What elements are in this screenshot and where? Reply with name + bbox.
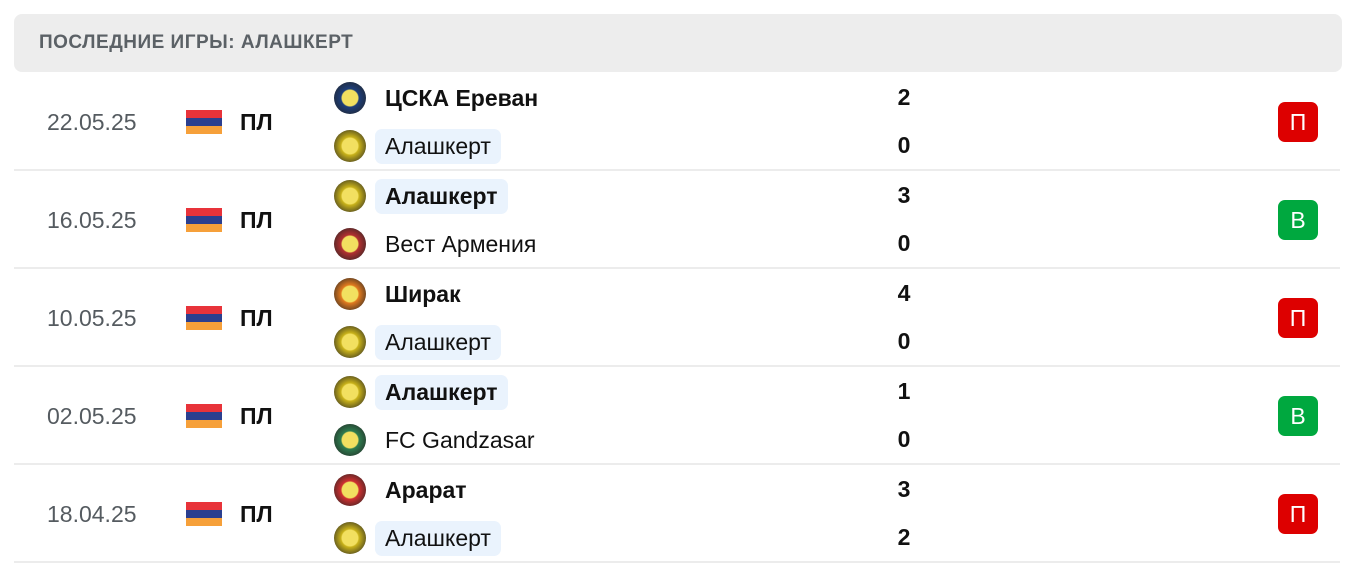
away-score: 0 bbox=[897, 328, 911, 354]
result-badge: П bbox=[1278, 494, 1318, 534]
team-logo-icon bbox=[334, 424, 366, 456]
match-date: 16.05.25 bbox=[47, 207, 137, 233]
competition[interactable]: ПЛ bbox=[240, 109, 273, 135]
team-name: ЦСКА Ереван bbox=[385, 84, 539, 111]
away-score: 2 bbox=[897, 524, 911, 550]
away-score: 0 bbox=[897, 426, 911, 452]
result-badge: П bbox=[1278, 298, 1318, 338]
team-logo-icon bbox=[334, 474, 366, 506]
home-score: 2 bbox=[897, 84, 911, 110]
competition[interactable]: ПЛ bbox=[240, 403, 273, 429]
away-score: 0 bbox=[897, 230, 911, 256]
team-name: Алашкерт bbox=[375, 324, 501, 360]
armenia-flag-icon bbox=[186, 306, 222, 330]
home-team: ЦСКА Ереван bbox=[334, 80, 548, 116]
home-team: Алашкерт bbox=[334, 178, 508, 214]
match-date: 22.05.25 bbox=[47, 109, 137, 135]
match-row[interactable]: 10.05.25 ПЛ Ширак 4 Алашкерт 0 П bbox=[14, 269, 1340, 367]
home-team: Ширак bbox=[334, 276, 471, 312]
result-badge: В bbox=[1278, 200, 1318, 240]
away-team: Алашкерт bbox=[334, 324, 501, 360]
team-logo-icon bbox=[334, 130, 366, 162]
home-score: 3 bbox=[897, 182, 911, 208]
armenia-flag-icon bbox=[186, 404, 222, 428]
team-logo-icon bbox=[334, 326, 366, 358]
home-score: 3 bbox=[897, 476, 911, 502]
match-date: 02.05.25 bbox=[47, 403, 137, 429]
home-team: Арарат bbox=[334, 472, 477, 508]
team-logo-icon bbox=[334, 82, 366, 114]
team-name: Вест Армения bbox=[385, 230, 537, 257]
team-logo-icon bbox=[334, 180, 366, 212]
away-team: Вест Армения bbox=[334, 226, 546, 262]
match-row[interactable]: 22.05.25 ПЛ ЦСКА Ереван 2 Алашкерт 0 П bbox=[14, 73, 1340, 171]
team-name: Алашкерт bbox=[375, 128, 501, 164]
team-name: Ширак bbox=[385, 280, 461, 307]
team-name: FC Gandzasar bbox=[385, 426, 535, 453]
team-logo-icon bbox=[334, 278, 366, 310]
competition[interactable]: ПЛ bbox=[240, 305, 273, 331]
result-badge: П bbox=[1278, 102, 1318, 142]
away-team: Алашкерт bbox=[334, 520, 501, 556]
match-row[interactable]: 16.05.25 ПЛ Алашкерт 3 Вест Армения 0 В bbox=[14, 171, 1340, 269]
armenia-flag-icon bbox=[186, 502, 222, 526]
section-title: ПОСЛЕДНИЕ ИГРЫ: АЛАШКЕРТ bbox=[39, 32, 354, 53]
away-team: Алашкерт bbox=[334, 128, 501, 164]
team-logo-icon bbox=[334, 522, 366, 554]
home-score: 1 bbox=[897, 378, 911, 404]
match-date: 10.05.25 bbox=[47, 305, 137, 331]
team-name: Алашкерт bbox=[375, 520, 501, 556]
armenia-flag-icon bbox=[186, 110, 222, 134]
home-team: Алашкерт bbox=[334, 374, 508, 410]
match-row[interactable]: 18.04.25 ПЛ Арарат 3 Алашкерт 2 П bbox=[14, 465, 1340, 563]
match-row[interactable]: 02.05.25 ПЛ Алашкерт 1 FC Gandzasar 0 В bbox=[14, 367, 1340, 465]
section-header: ПОСЛЕДНИЕ ИГРЫ: АЛАШКЕРТ bbox=[14, 14, 1342, 72]
team-logo-icon bbox=[334, 376, 366, 408]
competition[interactable]: ПЛ bbox=[240, 207, 273, 233]
result-badge: В bbox=[1278, 396, 1318, 436]
away-team: FC Gandzasar bbox=[334, 422, 545, 458]
team-name: Алашкерт bbox=[375, 178, 508, 214]
home-score: 4 bbox=[897, 280, 911, 306]
armenia-flag-icon bbox=[186, 208, 222, 232]
away-score: 0 bbox=[897, 132, 911, 158]
match-date: 18.04.25 bbox=[47, 501, 137, 527]
competition[interactable]: ПЛ bbox=[240, 501, 273, 527]
team-name: Алашкерт bbox=[375, 374, 508, 410]
team-logo-icon bbox=[334, 228, 366, 260]
team-name: Арарат bbox=[385, 476, 467, 503]
